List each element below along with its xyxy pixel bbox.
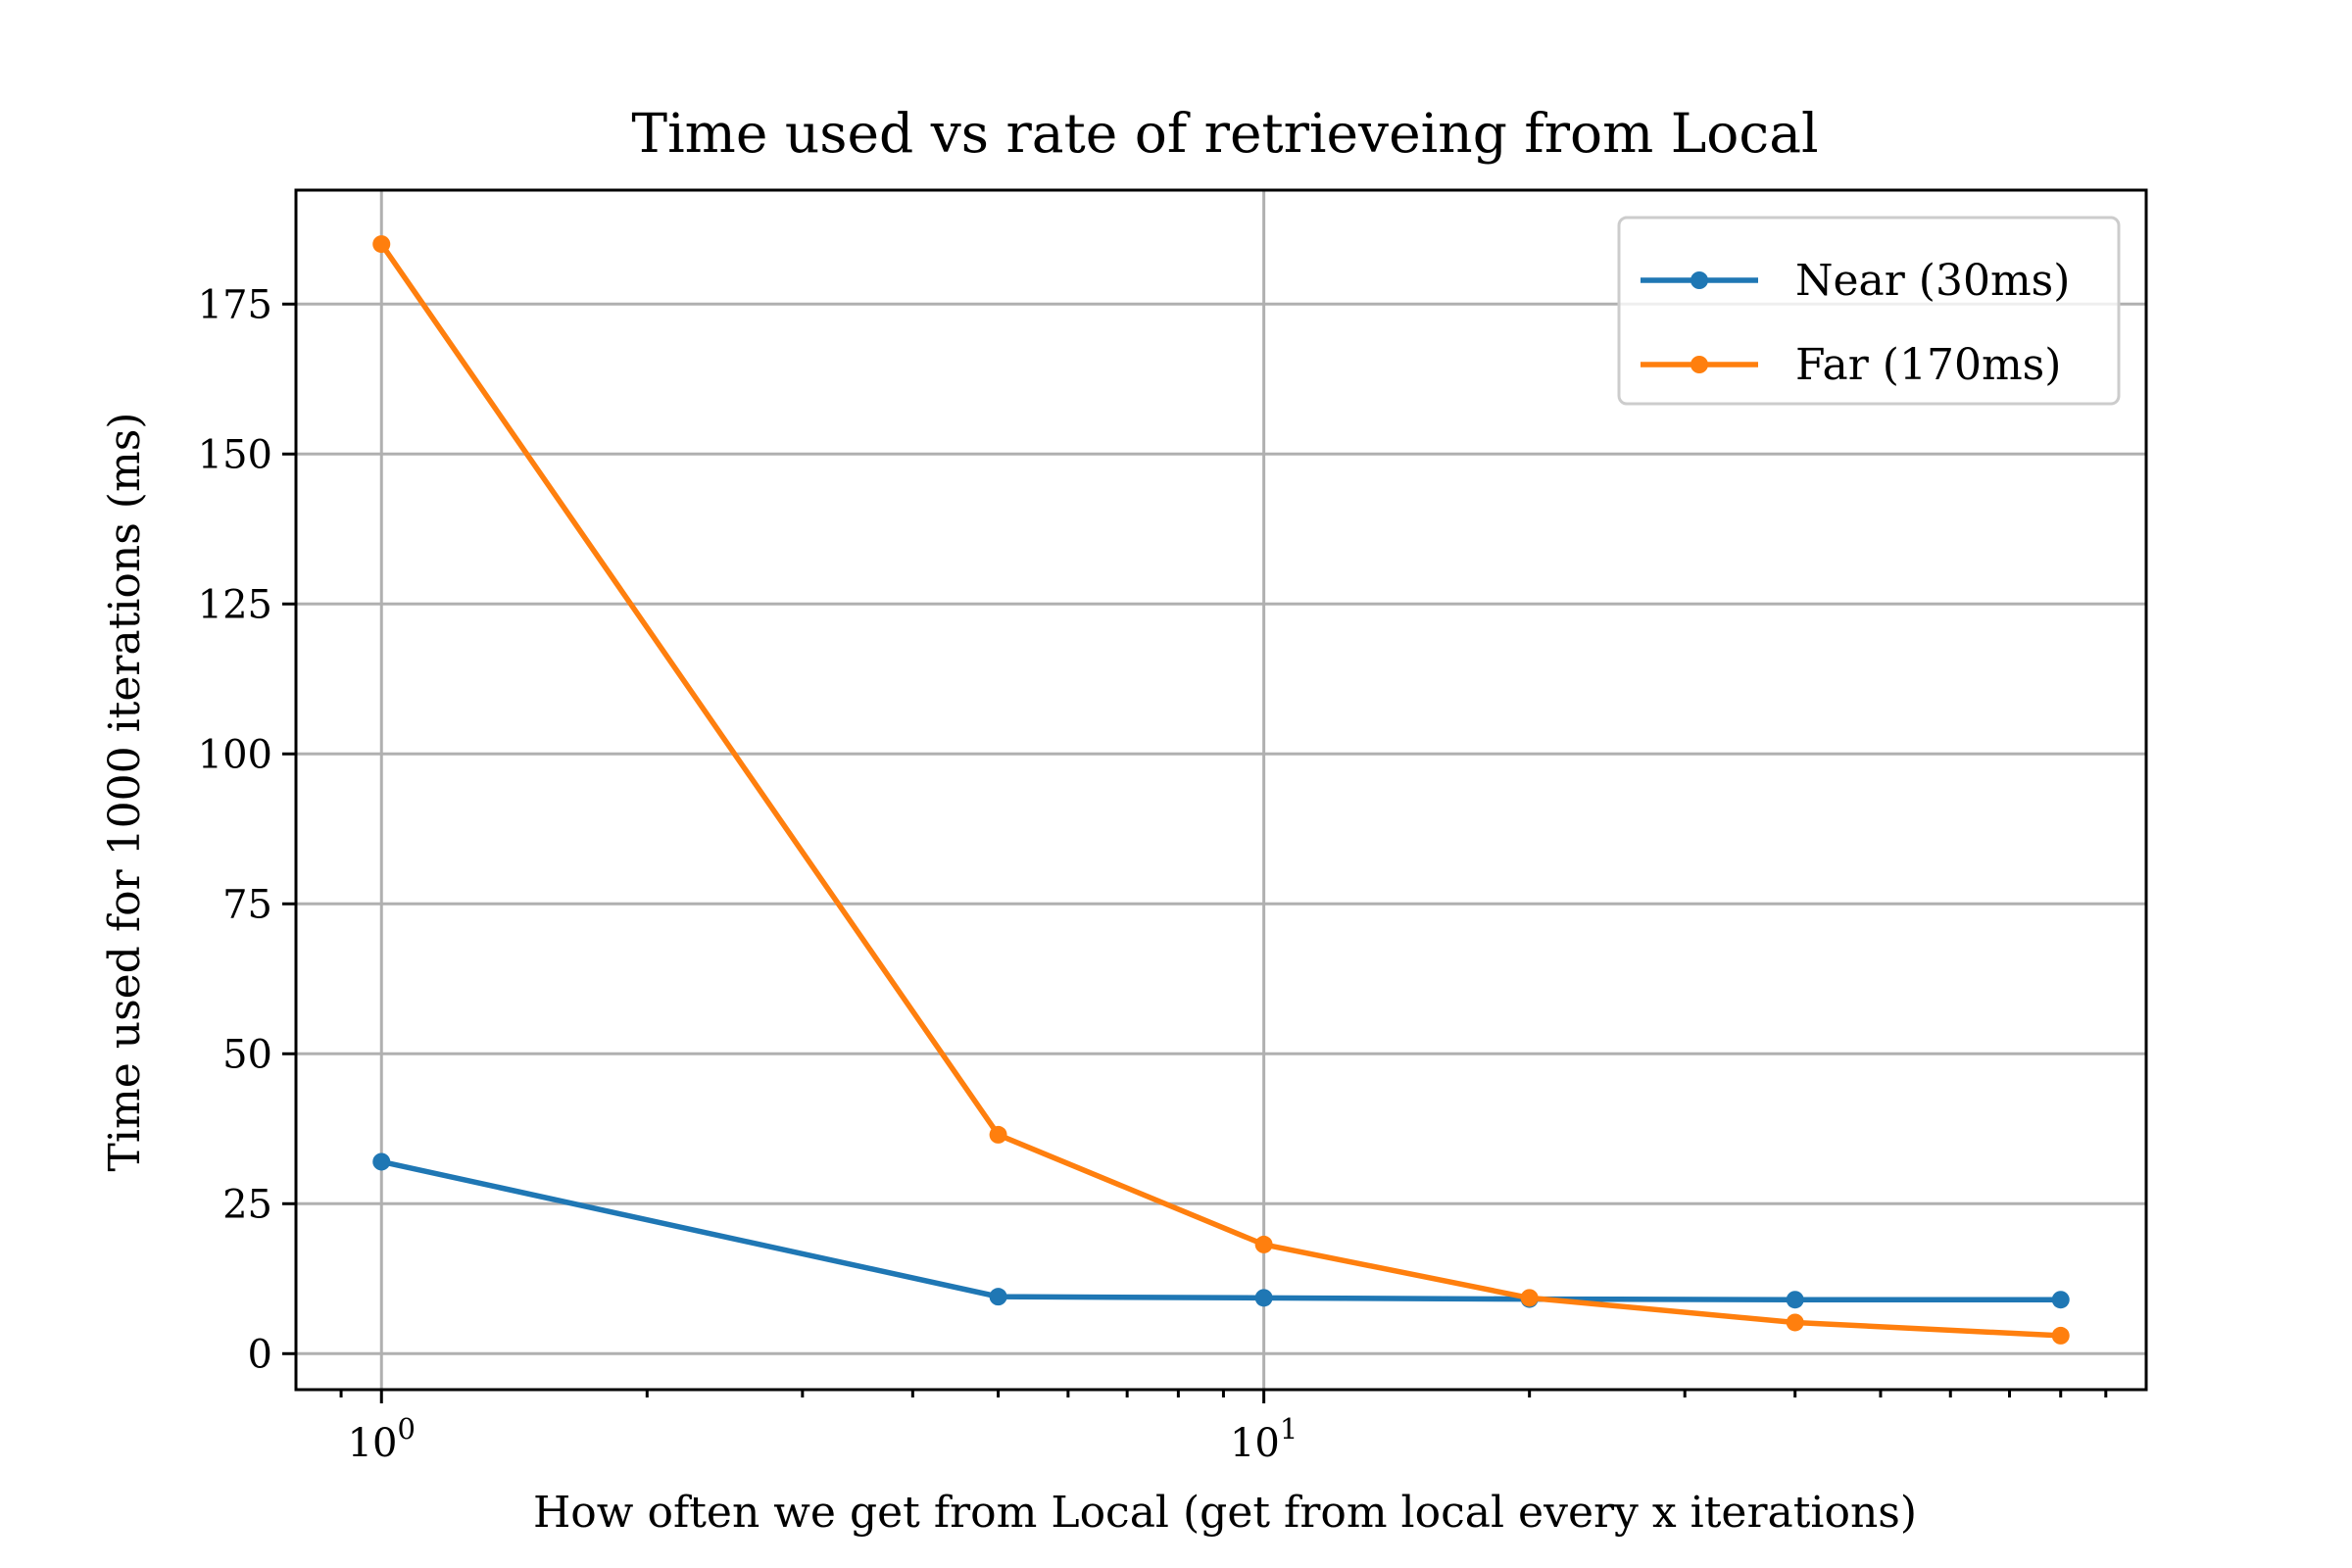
series-point xyxy=(2051,1326,2070,1345)
series-point xyxy=(989,1125,1007,1144)
series-point xyxy=(1254,1289,1273,1307)
y-tick-label: 75 xyxy=(222,882,272,927)
grid xyxy=(296,190,2146,1390)
y-axis: 0 25 50 75 100 125 150 175 xyxy=(198,282,296,1377)
y-tick-label: 175 xyxy=(198,282,272,327)
legend-box xyxy=(1617,216,2121,406)
legend-label: Far (170ms) xyxy=(1795,340,2061,390)
series-point xyxy=(372,1152,391,1171)
y-tick-label: 125 xyxy=(198,582,272,627)
series-point xyxy=(1254,1235,1273,1253)
y-tick-label: 0 xyxy=(248,1332,272,1377)
series-point xyxy=(1786,1291,1804,1309)
legend: Near (30ms) Far (170ms) xyxy=(1617,216,2121,406)
y-tick-label: 25 xyxy=(222,1182,272,1227)
series-line xyxy=(378,1158,2064,1302)
chart-title: Time used vs rate of retrieveing from Lo… xyxy=(631,102,1818,165)
x-axis-label: How often we get from Local (get from lo… xyxy=(533,1488,1917,1538)
series-point xyxy=(1520,1289,1539,1307)
x-tick-label: 101 xyxy=(1230,1412,1298,1466)
x-tick-label: 100 xyxy=(348,1412,416,1466)
series-point xyxy=(372,235,391,254)
plot-frame xyxy=(294,188,2148,1392)
y-tick-label: 150 xyxy=(198,432,272,477)
legend-marker xyxy=(1690,271,1708,289)
x-axis: 100 101 xyxy=(339,1390,2108,1466)
y-axis-label: Time used for 1000 iterations (ms) xyxy=(100,413,150,1172)
legend-marker xyxy=(1690,356,1708,373)
series-point xyxy=(1786,1313,1804,1332)
series-line xyxy=(377,240,2064,1339)
legend-label: Near (30ms) xyxy=(1795,256,2070,306)
series-point xyxy=(989,1288,1007,1306)
series-point xyxy=(2051,1291,2070,1309)
y-tick-label: 50 xyxy=(222,1032,272,1077)
y-tick-label: 100 xyxy=(198,732,272,777)
series-layer xyxy=(372,235,2070,1345)
